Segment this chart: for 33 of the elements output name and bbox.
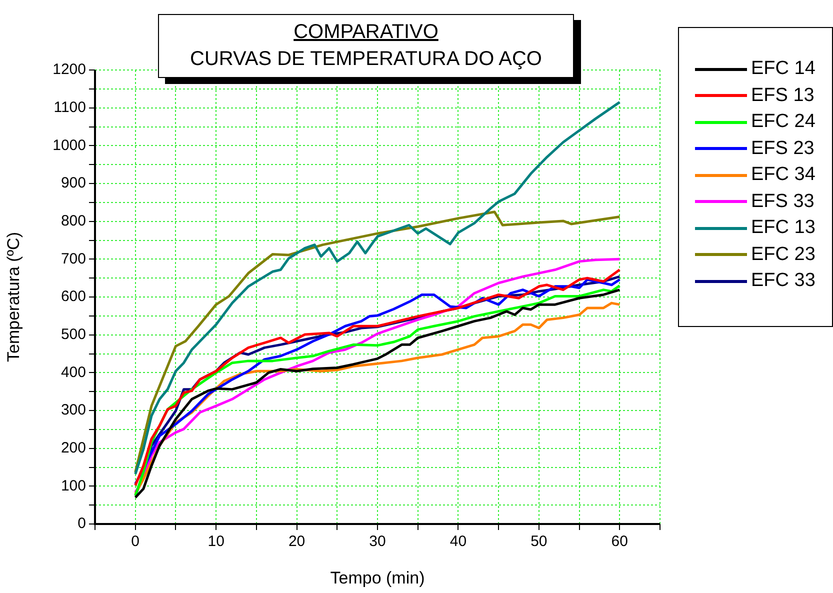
legend-label: EFS 23 xyxy=(751,138,814,160)
y-tick-label: 100 xyxy=(60,477,86,494)
y-tick-label: 600 xyxy=(60,288,86,306)
legend-label: EFC 13 xyxy=(751,217,816,240)
y-tick-label: 800 xyxy=(60,212,86,230)
x-tick-label: 20 xyxy=(288,533,306,550)
y-tick-label: 400 xyxy=(60,364,86,381)
y-tick-label: 0 xyxy=(78,515,86,532)
y-tick-label: 700 xyxy=(60,250,86,268)
legend-label: EFC 34 xyxy=(751,164,816,186)
legend-label: EFC 33 xyxy=(751,270,816,292)
y-tick-label: 900 xyxy=(60,174,86,192)
x-tick-label: 10 xyxy=(208,533,224,550)
x-axis-title: Tempo (min) xyxy=(330,568,425,588)
x-tick-label: 30 xyxy=(369,533,386,550)
legend-label: EFS 33 xyxy=(751,190,814,213)
y-axis-title: Temperatura (ºC) xyxy=(4,232,23,362)
y-tick-label: 200 xyxy=(60,439,86,456)
legend-label: EFS 13 xyxy=(751,84,814,107)
x-tick-label: 60 xyxy=(611,533,628,550)
chart-subtitle: CURVAS DE TEMPERATURA DO AÇO xyxy=(189,47,543,72)
legend-label: EFC 24 xyxy=(751,111,816,134)
x-tick-label: 40 xyxy=(450,533,467,550)
y-tick-label: 1100 xyxy=(54,98,86,116)
y-tick-label: 1200 xyxy=(52,61,86,78)
y-tick-label: 500 xyxy=(60,326,86,343)
legend-label: EFC 23 xyxy=(751,244,816,266)
chart-title: COMPARATIVO xyxy=(292,20,440,45)
y-tick-label: 1000 xyxy=(52,136,86,154)
legend-label: EFC 14 xyxy=(751,58,816,80)
x-tick-label: 0 xyxy=(131,533,140,550)
y-tick-label: 300 xyxy=(60,402,86,419)
x-tick-label: 50 xyxy=(530,533,548,550)
